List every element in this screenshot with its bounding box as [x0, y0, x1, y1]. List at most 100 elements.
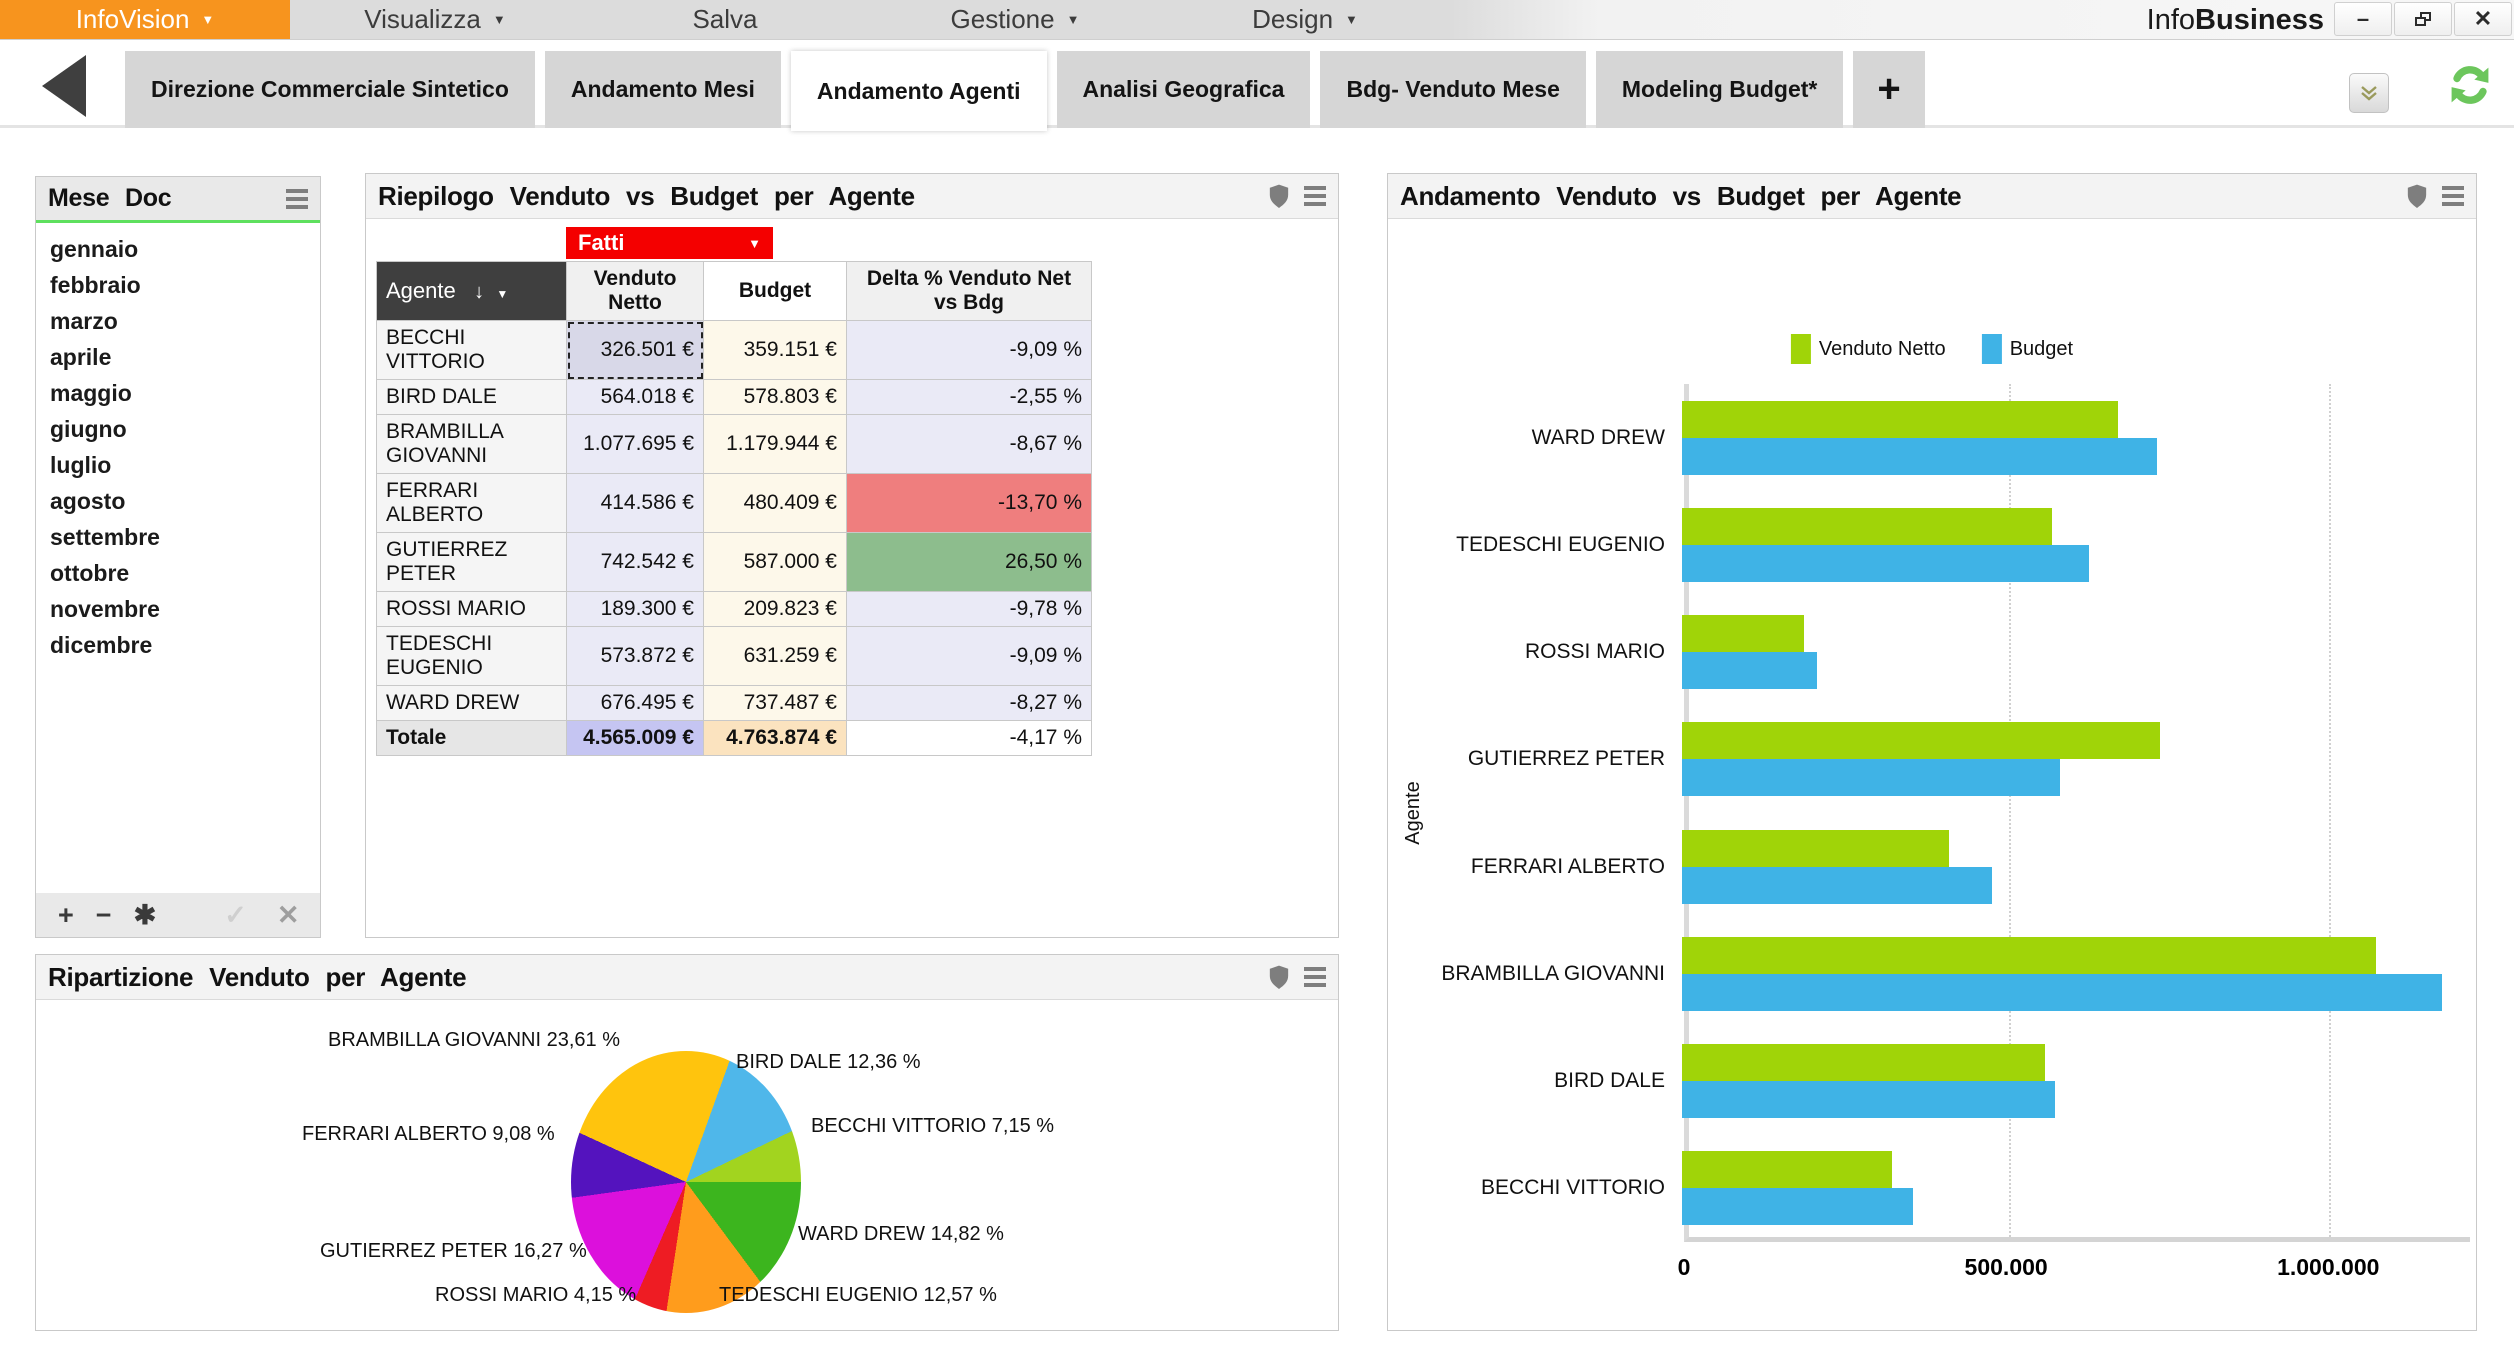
tab-direzione-commerciale-sintetico[interactable]: Direzione Commerciale Sintetico [125, 51, 535, 128]
month-item-giugno[interactable]: giugno [50, 416, 127, 442]
bar-budget[interactable] [1682, 1081, 2055, 1119]
cell-delta[interactable]: -8,27 % [846, 685, 1092, 721]
cell-delta[interactable]: -8,67 % [846, 414, 1092, 474]
shield-icon [1269, 184, 1289, 208]
total-venduto[interactable]: 4.565.009 € [566, 720, 704, 756]
cell-venduto[interactable]: 742.542 € [566, 532, 704, 592]
cell-venduto[interactable]: 189.300 € [566, 591, 704, 627]
bar-venduto-netto[interactable] [1682, 722, 2161, 760]
cell-delta[interactable]: -9,09 % [846, 320, 1092, 380]
bar-venduto-netto[interactable] [1682, 615, 1804, 653]
sort-desc-icon[interactable]: ↓ [474, 281, 485, 303]
bar-budget[interactable] [1682, 437, 2158, 475]
cell-delta[interactable]: -2,55 % [846, 379, 1092, 415]
month-item-ottobre[interactable]: ottobre [50, 560, 130, 586]
cell-budget[interactable]: 359.151 € [703, 320, 847, 380]
month-item-settembre[interactable]: settembre [50, 524, 160, 550]
menu-item-visualizza[interactable]: Visualizza ▼ [290, 0, 580, 39]
bar-budget[interactable] [1682, 1188, 1914, 1226]
remove-filter-button[interactable]: − [95, 899, 112, 930]
legend-item-budget: Budget [1981, 334, 2073, 364]
expand-dropdown-button[interactable] [2349, 73, 2389, 113]
select-all-button[interactable]: ✱ [133, 899, 157, 930]
pie-chart[interactable] [571, 1051, 801, 1313]
cell-delta[interactable]: 26,50 % [846, 532, 1092, 592]
bar-budget[interactable] [1682, 652, 1818, 690]
panel-menu-icon[interactable] [1304, 967, 1326, 987]
cell-agente[interactable]: BIRD DALE [376, 379, 567, 415]
cell-venduto[interactable]: 564.018 € [566, 379, 704, 415]
add-filter-button[interactable]: + [58, 899, 74, 930]
bar-venduto-netto[interactable] [1682, 936, 2377, 974]
filter-caret-icon[interactable]: ▼ [496, 287, 509, 301]
menu-item-salva[interactable]: Salva [580, 0, 870, 39]
cell-budget[interactable]: 631.259 € [703, 626, 847, 686]
cancel-button[interactable]: ✕ [276, 899, 300, 930]
confirm-button[interactable]: ✓ [224, 899, 247, 930]
cell-agente[interactable]: ROSSI MARIO [376, 591, 567, 627]
month-item-luglio[interactable]: luglio [50, 452, 112, 478]
bar-budget[interactable] [1682, 759, 2061, 797]
total-budget[interactable]: 4.763.874 € [703, 720, 847, 756]
bar-venduto-netto[interactable] [1682, 1151, 1893, 1189]
cell-venduto[interactable]: 573.872 € [566, 626, 704, 686]
restore-button[interactable] [2394, 2, 2452, 36]
cell-agente[interactable]: WARD DREW [376, 685, 567, 721]
cell-budget[interactable]: 209.823 € [703, 591, 847, 627]
tab-analisi-geografica[interactable]: Analisi Geografica [1056, 51, 1311, 128]
menu-item-infovision[interactable]: InfoVision ▼ [0, 0, 290, 39]
cell-venduto[interactable]: 414.586 € [566, 473, 704, 533]
cell-budget[interactable]: 480.409 € [703, 473, 847, 533]
cell-venduto[interactable]: 1.077.695 € [566, 414, 704, 474]
panel-menu-icon[interactable] [1304, 186, 1326, 206]
column-header-delta[interactable]: Delta % Venduto Net vs Bdg [846, 261, 1092, 321]
month-item-dicembre[interactable]: dicembre [50, 632, 153, 658]
month-item-agosto[interactable]: agosto [50, 488, 126, 514]
month-item-marzo[interactable]: marzo [50, 308, 118, 334]
panel-menu-icon[interactable] [2442, 186, 2464, 206]
month-item-febbraio[interactable]: febbraio [50, 272, 141, 298]
measure-dropdown[interactable]: Fatti ▼ [566, 227, 773, 259]
column-header-budget[interactable]: Budget [703, 261, 847, 321]
tab-bdg-venduto-mese[interactable]: Bdg- Venduto Mese [1320, 51, 1586, 128]
bar-venduto-netto[interactable] [1682, 1044, 2046, 1082]
tab-andamento-mesi[interactable]: Andamento Mesi [544, 51, 781, 128]
cell-budget[interactable]: 587.000 € [703, 532, 847, 592]
column-header-agente[interactable]: Agente ↓ ▼ [376, 261, 567, 321]
month-item-aprile[interactable]: aprile [50, 344, 112, 370]
panel-menu-icon[interactable] [286, 188, 308, 209]
cell-delta[interactable]: -13,70 % [846, 473, 1092, 533]
bar-venduto-netto[interactable] [1682, 400, 2118, 438]
menu-item-gestione[interactable]: Gestione ▼ [870, 0, 1160, 39]
month-item-gennaio[interactable]: gennaio [50, 236, 139, 262]
month-item-maggio[interactable]: maggio [50, 380, 132, 406]
total-delta[interactable]: -4,17 % [846, 720, 1092, 756]
column-header-venduto[interactable]: Venduto Netto [566, 261, 704, 321]
cell-delta[interactable]: -9,09 % [846, 626, 1092, 686]
add-tab-button[interactable]: + [1853, 51, 1925, 128]
cell-venduto[interactable]: 676.495 € [566, 685, 704, 721]
cell-budget[interactable]: 1.179.944 € [703, 414, 847, 474]
cell-agente[interactable]: FERRARI ALBERTO [376, 473, 567, 533]
menu-item-design[interactable]: Design ▼ [1160, 0, 1450, 39]
back-arrow-button[interactable] [42, 55, 86, 117]
bar-budget[interactable] [1682, 544, 2089, 582]
refresh-button[interactable] [2444, 59, 2496, 111]
tab-andamento-agenti[interactable]: Andamento Agenti [790, 51, 1047, 131]
cell-agente[interactable]: GUTIERREZ PETER [376, 532, 567, 592]
close-button[interactable]: ✕ [2454, 2, 2512, 36]
cell-budget[interactable]: 578.803 € [703, 379, 847, 415]
tab-modeling-budget-[interactable]: Modeling Budget* [1595, 51, 1844, 128]
cell-delta[interactable]: -9,78 % [846, 591, 1092, 627]
cell-agente[interactable]: BRAMBILLA GIOVANNI [376, 414, 567, 474]
bar-venduto-netto[interactable] [1682, 829, 1950, 867]
cell-budget[interactable]: 737.487 € [703, 685, 847, 721]
cell-agente[interactable]: TEDESCHI EUGENIO [376, 626, 567, 686]
bar-venduto-netto[interactable] [1682, 507, 2052, 545]
minimize-button[interactable]: – [2334, 2, 2392, 36]
bar-budget[interactable] [1682, 973, 2443, 1011]
cell-venduto[interactable]: 326.501 € [566, 320, 704, 380]
month-item-novembre[interactable]: novembre [50, 596, 160, 622]
cell-agente[interactable]: BECCHI VITTORIO [376, 320, 567, 380]
bar-budget[interactable] [1682, 866, 1992, 904]
